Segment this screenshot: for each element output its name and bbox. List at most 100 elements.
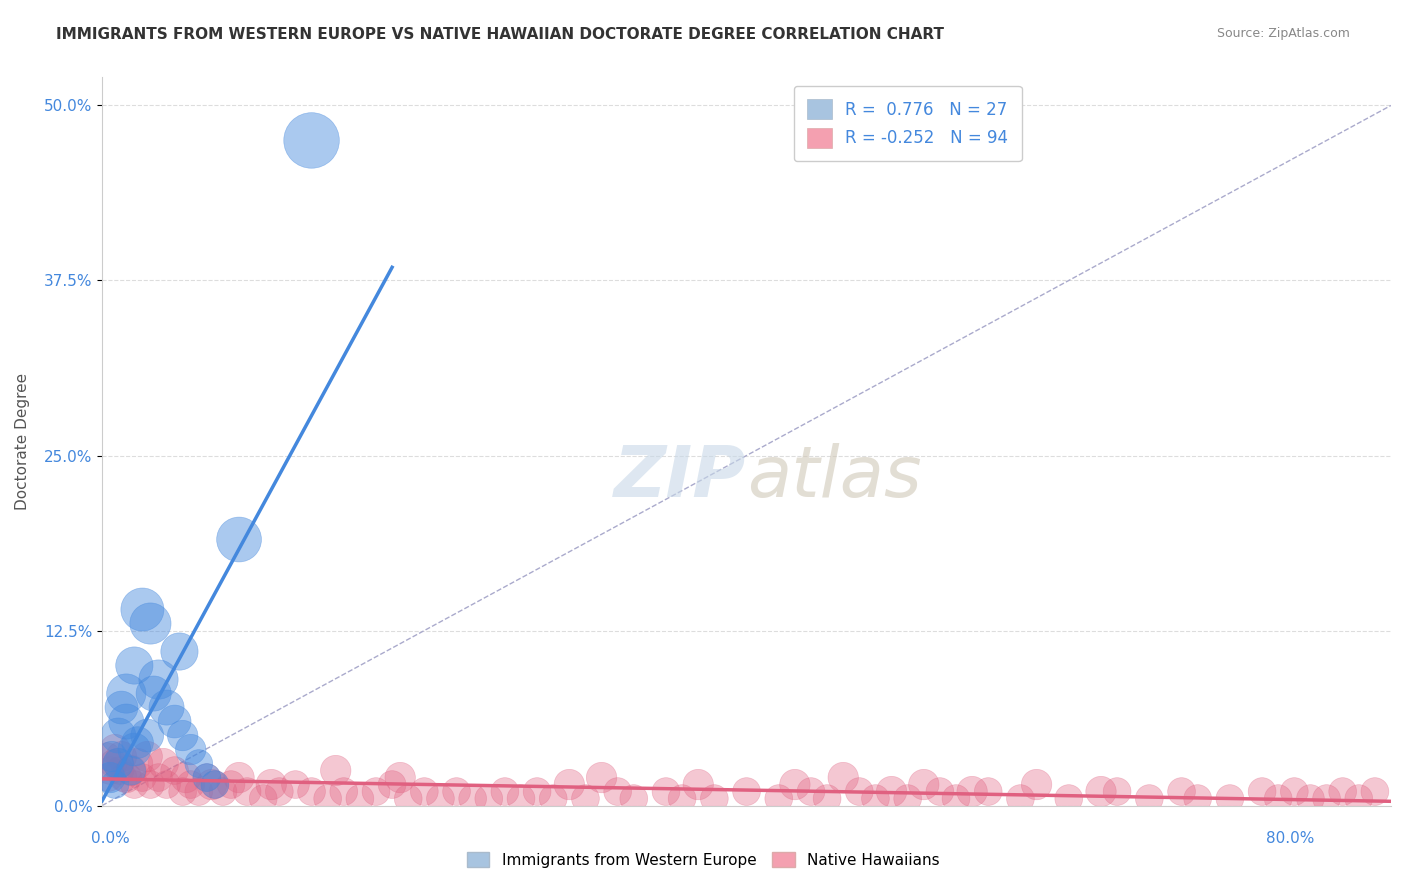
Point [136, 729, 159, 743]
Point [688, 778, 710, 792]
Point [558, 778, 581, 792]
Point [1315, 791, 1337, 805]
Point [623, 791, 645, 805]
Point [413, 784, 436, 798]
Point [139, 778, 162, 792]
Point [526, 784, 548, 798]
Point [120, 764, 142, 778]
Point [124, 778, 146, 792]
Point [112, 771, 135, 785]
Point [142, 687, 165, 701]
Point [768, 791, 790, 805]
Point [180, 778, 202, 792]
Text: 80.0%: 80.0% [1267, 831, 1315, 846]
Point [204, 778, 226, 792]
Point [1267, 791, 1289, 805]
Point [783, 778, 806, 792]
Point [180, 742, 202, 756]
Point [101, 749, 124, 764]
Point [228, 771, 250, 785]
Point [703, 791, 725, 805]
Point [98, 764, 121, 778]
Text: 0.0%: 0.0% [91, 831, 131, 846]
Point [187, 784, 209, 798]
Point [169, 644, 191, 658]
Point [832, 771, 855, 785]
Point [1025, 778, 1047, 792]
Point [155, 778, 177, 792]
Point [301, 133, 323, 147]
Point [429, 791, 451, 805]
Point [880, 784, 903, 798]
Text: IMMIGRANTS FROM WESTERN EUROPE VS NATIVE HAWAIIAN DOCTORATE DEGREE CORRELATION C: IMMIGRANTS FROM WESTERN EUROPE VS NATIVE… [56, 27, 945, 42]
Point [928, 784, 950, 798]
Point [960, 784, 983, 798]
Point [671, 791, 693, 805]
Point [110, 749, 132, 764]
Point [912, 778, 935, 792]
Point [98, 771, 121, 785]
Point [1107, 784, 1129, 798]
Point [236, 784, 259, 798]
Point [1090, 784, 1112, 798]
Point [148, 771, 170, 785]
Point [124, 742, 146, 756]
Point [107, 729, 129, 743]
Point [228, 533, 250, 547]
Point [260, 778, 283, 792]
Point [201, 778, 224, 792]
Point [96, 749, 118, 764]
Point [1284, 784, 1306, 798]
Point [349, 791, 371, 805]
Point [606, 784, 628, 798]
Text: atlas: atlas [747, 443, 921, 512]
Point [219, 778, 242, 792]
Point [1299, 791, 1322, 805]
Point [735, 784, 758, 798]
Point [897, 791, 920, 805]
Point [115, 771, 138, 785]
Point [848, 784, 870, 798]
Point [120, 764, 142, 778]
Point [148, 673, 170, 687]
Point [172, 729, 194, 743]
Point [187, 756, 209, 771]
Point [269, 784, 291, 798]
Point [104, 742, 127, 756]
Point [115, 714, 138, 729]
Point [865, 791, 887, 805]
Point [1010, 791, 1032, 805]
Point [1219, 791, 1241, 805]
Point [325, 764, 347, 778]
Point [446, 784, 468, 798]
Point [1170, 784, 1192, 798]
Point [1331, 784, 1354, 798]
Point [1364, 784, 1386, 798]
Point [104, 778, 127, 792]
Point [127, 756, 149, 771]
Point [1251, 784, 1274, 798]
Point [574, 791, 596, 805]
Point [316, 791, 339, 805]
Point [163, 714, 186, 729]
Point [381, 778, 404, 792]
Point [131, 602, 153, 616]
Point [945, 791, 967, 805]
Point [1137, 791, 1160, 805]
Point [131, 771, 153, 785]
Point [110, 700, 132, 714]
Point [124, 658, 146, 673]
Point [494, 784, 516, 798]
Point [655, 784, 678, 798]
Point [212, 784, 235, 798]
Point [461, 791, 484, 805]
Point [1187, 791, 1209, 805]
Point [389, 771, 412, 785]
Point [152, 756, 174, 771]
Legend: R =  0.776   N = 27, R = -0.252   N = 94: R = 0.776 N = 27, R = -0.252 N = 94 [794, 86, 1022, 161]
Point [591, 771, 613, 785]
Point [136, 749, 159, 764]
Point [174, 771, 197, 785]
Point [103, 756, 125, 771]
Point [163, 764, 186, 778]
